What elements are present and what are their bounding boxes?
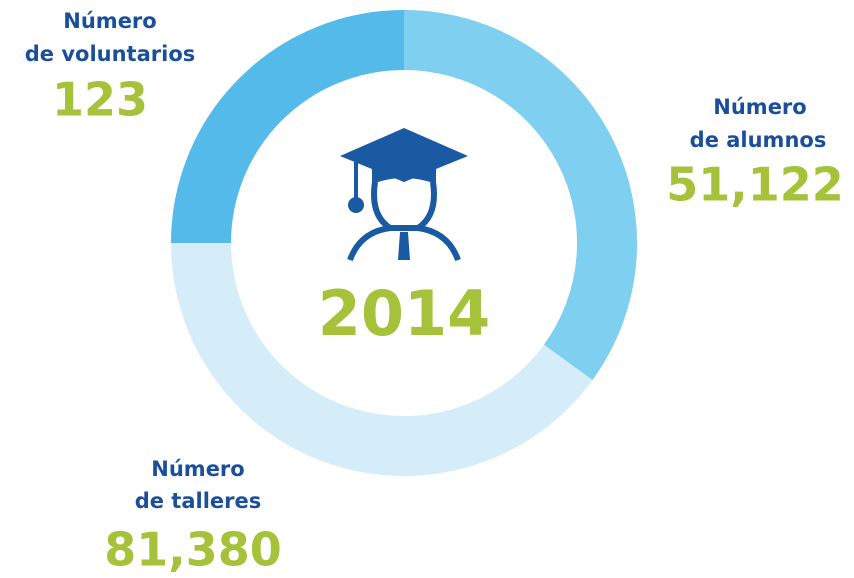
donut-ring (171, 10, 638, 477)
stat-label: Número (151, 457, 244, 481)
stat-label: de alumnos (690, 128, 827, 152)
stat-label: de voluntarios (25, 42, 196, 66)
ring-segment (403, 10, 638, 381)
year: 2014 (318, 277, 491, 350)
stat-label: Número (63, 9, 156, 33)
ring-segment (171, 10, 405, 244)
ring-segment (171, 242, 593, 477)
stat-value: 123 (52, 73, 148, 127)
graduate-icon (340, 128, 468, 262)
stat-label: Número (713, 95, 806, 119)
stat-value: 81,380 (104, 523, 282, 577)
stat-value: 51,122 (666, 158, 844, 212)
stat-label: de talleres (135, 489, 262, 513)
